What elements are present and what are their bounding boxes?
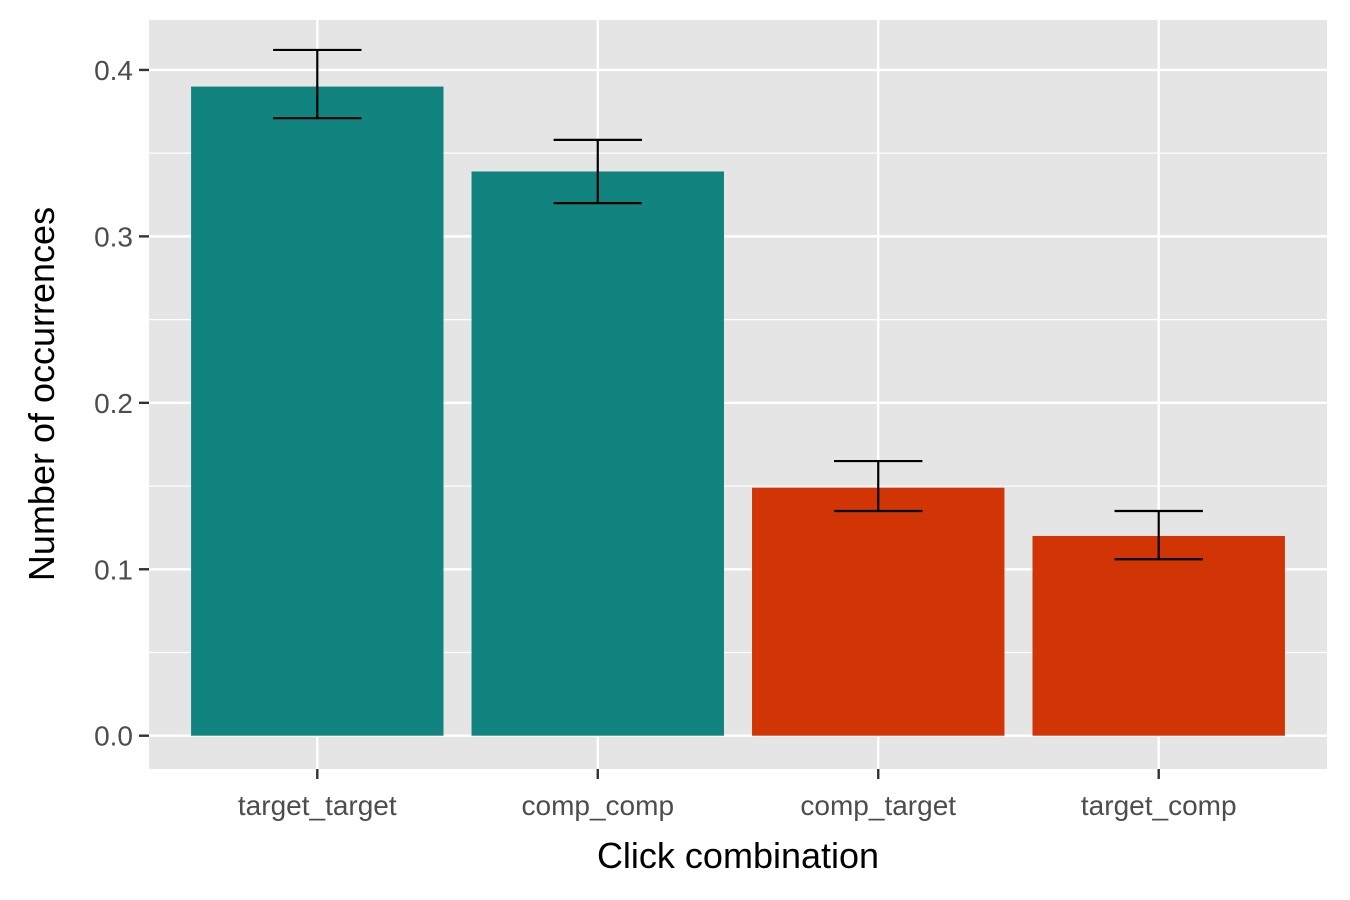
y-tick-label: 0.1 [94,554,133,585]
y-axis: 0.0 0.1 0.2 0.3 0.4 [94,55,149,752]
x-tick-label: target_comp [1081,790,1237,821]
bar-comp_target [752,487,1005,736]
y-tick-label: 0.2 [94,388,133,419]
errorbar-comp_comp [553,138,642,205]
errorbar-target_comp [1114,509,1203,561]
y-tick-label: 0.4 [94,55,133,86]
bar-target_target [191,86,444,736]
errorbar-target_target [273,48,362,120]
x-tick-label: comp_target [800,790,956,821]
x-axis: target_target comp_comp comp_target target_… [238,769,1237,821]
x-tick-label: target_target [238,790,397,821]
x-axis-title: Click combination [597,835,879,876]
x-tick-label: comp_comp [522,790,675,821]
y-axis-title: Number of occurrences [21,207,62,581]
bars [191,86,1285,736]
errorbar-comp_target [834,459,923,513]
error-bars [273,48,1203,561]
y-tick-label: 0.0 [94,721,133,752]
bar-comp_comp [471,171,724,736]
bar-target_comp [1032,535,1285,736]
y-tick-label: 0.3 [94,221,133,252]
